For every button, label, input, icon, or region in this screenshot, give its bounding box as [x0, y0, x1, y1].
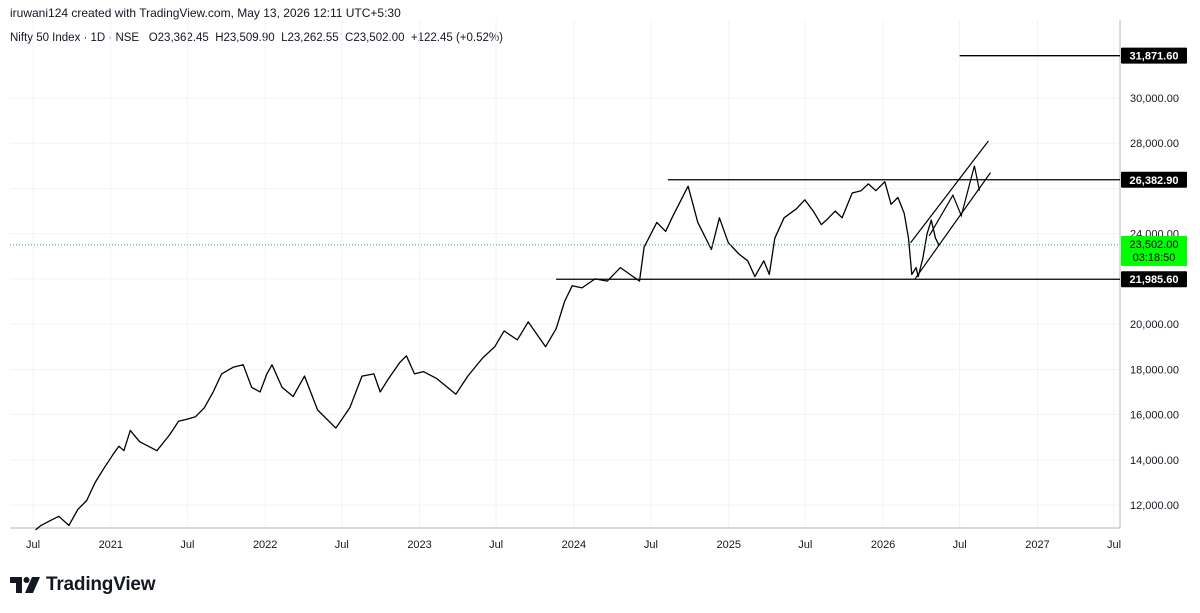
time-tick-label: Jul	[335, 539, 349, 551]
price-tick-label: 18,000.00	[1130, 364, 1179, 376]
projection-path	[928, 165, 981, 237]
channel-lower-line	[914, 172, 991, 280]
price-tags: 31,871.60 26,382.90 21,985.60 23,502.0003:1…	[1121, 47, 1187, 288]
current-price-label: 23,502.00	[1130, 239, 1179, 251]
channel-upper-line	[910, 140, 989, 244]
time-axis-labels: Jul 2021 Jul 2022 Jul 2023 Jul 2024 Jul 2025 Jul 20…	[26, 539, 1121, 551]
time-tick-label: 2021	[99, 539, 123, 551]
drawings[interactable]	[10, 55, 1120, 280]
time-tick-label: 2026	[871, 539, 895, 551]
low-value: L23,262.55	[281, 32, 339, 44]
symbol-ohlc-line: Nifty 50 Index · 1D · NSE O23,362.45 H23…	[10, 32, 503, 44]
price-tick-label: 28,000.00	[1130, 138, 1179, 150]
brand-footer[interactable]: TradingView	[10, 571, 156, 599]
current-price-tag	[1121, 235, 1187, 266]
axes	[10, 20, 1121, 529]
time-tick-label: 2024	[562, 539, 586, 551]
time-tick-label: 2027	[1025, 539, 1049, 551]
price-tick-label: 14,000.00	[1130, 455, 1179, 467]
price-line	[35, 181, 940, 531]
price-level-tag-label: 26,382.90	[1130, 175, 1179, 187]
price-axis-labels: 12,000.00 14,000.00 16,000.00 18,000.00 20,0…	[1130, 93, 1179, 512]
symbol-name[interactable]: Nifty 50 Index · 1D · NSE	[10, 32, 140, 44]
price-series	[35, 181, 940, 531]
time-tick-label: Jul	[26, 539, 40, 551]
high-value: H23,509.90	[215, 32, 275, 44]
price-tick-label: 30,000.00	[1130, 93, 1179, 105]
price-tick-label: 20,000.00	[1130, 319, 1179, 331]
price-level-tag-label: 21,985.60	[1130, 274, 1179, 286]
grid-lines	[10, 20, 1120, 528]
time-tick-label: 2023	[407, 539, 431, 551]
price-level-tag	[1121, 171, 1187, 188]
price-tick-label: 12,000.00	[1130, 500, 1179, 512]
change-value: +122.45 (+0.52%)	[410, 32, 503, 44]
brand-name: TradingView	[46, 574, 156, 595]
bar-countdown-label: 03:18:50	[1133, 252, 1176, 264]
time-tick-label: Jul	[953, 539, 967, 551]
tradingview-logo-icon	[10, 577, 40, 593]
time-tick-label: Jul	[644, 539, 658, 551]
time-tick-label: Jul	[180, 539, 194, 551]
chart-credit: iruwani124 created with TradingView.com,…	[10, 6, 401, 20]
time-tick-label: 2022	[253, 539, 277, 551]
close-value: C23,502.00	[345, 32, 405, 44]
price-level-tag-label: 31,871.60	[1130, 51, 1179, 63]
time-tick-label: Jul	[1107, 539, 1121, 551]
time-tick-label: Jul	[489, 539, 503, 551]
open-value: O23,362.45	[148, 32, 209, 44]
price-level-tag	[1121, 271, 1187, 288]
time-tick-label: Jul	[798, 539, 812, 551]
price-tick-label: 16,000.00	[1130, 410, 1179, 422]
time-tick-label: 2025	[716, 539, 740, 551]
price-level-tag	[1121, 47, 1187, 64]
